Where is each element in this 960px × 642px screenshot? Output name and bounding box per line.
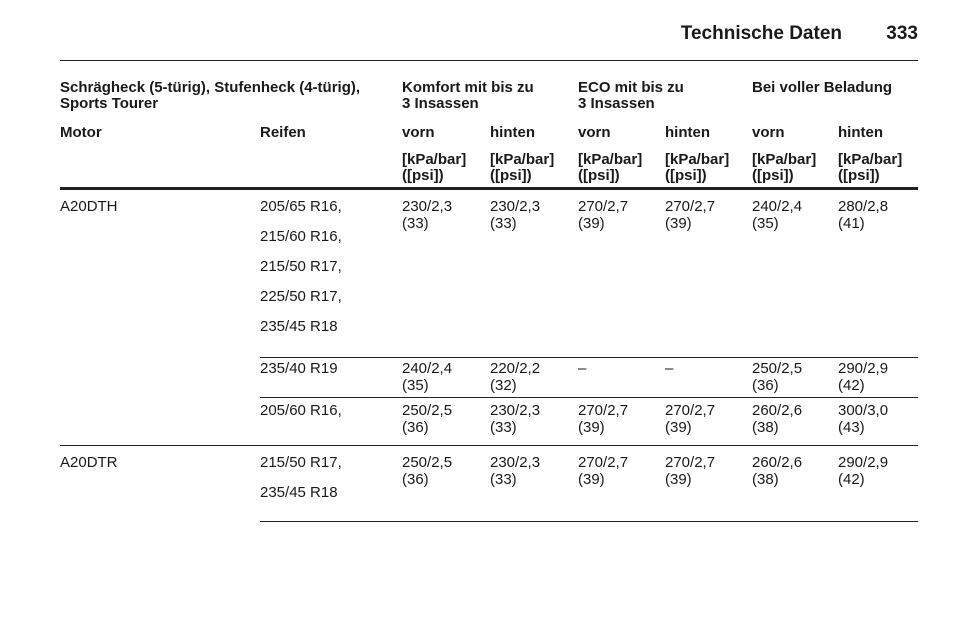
table-head-rule [60, 187, 918, 190]
pressure: 230/2,3 [490, 198, 541, 215]
pressure: 260/2,6 [752, 402, 803, 419]
pressure: 270/2,7 [578, 198, 629, 215]
pressure: (43) [838, 419, 865, 436]
header-title: Technische Daten [680, 23, 842, 44]
pressure: (39) [665, 419, 692, 436]
pressure: 250/2,5 [402, 402, 453, 419]
unit-header: ([psi]) [838, 167, 880, 184]
pressure: 290/2,9 [838, 360, 889, 377]
pressure: (39) [665, 215, 692, 232]
tire: 215/60 R16, [260, 228, 342, 245]
pressure: (32) [490, 377, 517, 394]
unit-header: ([psi]) [665, 167, 707, 184]
pressure: 270/2,7 [665, 454, 716, 471]
pressure: (33) [490, 215, 517, 232]
pressure: 290/2,9 [838, 454, 889, 471]
pressure: (36) [402, 419, 429, 436]
pressure: (39) [665, 471, 692, 488]
pressure: (39) [578, 471, 605, 488]
row-rule [260, 397, 918, 398]
unit-header: [kPa/bar] [578, 151, 643, 168]
pressure: (35) [752, 215, 779, 232]
pressure: 250/2,5 [402, 454, 453, 471]
column-header: Reifen [260, 124, 306, 141]
pressure: 270/2,7 [578, 454, 629, 471]
pressure: – [665, 360, 674, 377]
tire: 235/45 R18 [260, 484, 338, 501]
header-rule [60, 60, 918, 61]
pressure: 220/2,2 [490, 360, 541, 377]
row-rule [260, 521, 918, 522]
pressure: 230/2,3 [490, 454, 541, 471]
pressure: 270/2,7 [665, 402, 716, 419]
motor: A20DTR [60, 454, 118, 471]
tire: 235/45 R18 [260, 318, 338, 335]
unit-header: [kPa/bar] [402, 151, 467, 168]
group-header: Schrägheck (5-türig), Stufenheck (4-türi… [60, 79, 361, 96]
pressure: 230/2,3 [402, 198, 453, 215]
pressure: – [578, 360, 587, 377]
pressure: 240/2,4 [752, 198, 803, 215]
pressure: (38) [752, 419, 779, 436]
pressure: (39) [578, 215, 605, 232]
row-rule [60, 445, 918, 446]
pressure: (42) [838, 471, 865, 488]
group-header: Bei voller Beladung [752, 79, 893, 96]
page-number: 333 [886, 23, 918, 44]
pressure: 270/2,7 [578, 402, 629, 419]
tire: 235/40 R19 [260, 360, 338, 377]
column-header: hinten [838, 124, 883, 141]
tire: 205/65 R16, [260, 198, 342, 215]
unit-header: ([psi]) [402, 167, 444, 184]
column-header: vorn [578, 124, 611, 141]
group-header: Sports Tourer [60, 95, 159, 112]
tire: 215/50 R17, [260, 454, 342, 471]
column-header: vorn [402, 124, 435, 141]
column-header: vorn [752, 124, 785, 141]
unit-header: [kPa/bar] [490, 151, 555, 168]
motor: A20DTH [60, 198, 118, 215]
unit-header: ([psi]) [490, 167, 532, 184]
unit-header: [kPa/bar] [752, 151, 817, 168]
pressure: (42) [838, 377, 865, 394]
tire: 225/50 R17, [260, 288, 342, 305]
pressure: 260/2,6 [752, 454, 803, 471]
unit-header: [kPa/bar] [838, 151, 903, 168]
row-rule [260, 357, 918, 358]
pressure: 240/2,4 [402, 360, 453, 377]
pressure: (36) [752, 377, 779, 394]
pressure: (39) [578, 419, 605, 436]
unit-header: ([psi]) [578, 167, 620, 184]
unit-header: ([psi]) [752, 167, 794, 184]
column-header: hinten [665, 124, 710, 141]
pressure: (35) [402, 377, 429, 394]
group-header: 3 Insassen [578, 95, 655, 112]
tire: 215/50 R17, [260, 258, 342, 275]
pressure: (33) [402, 215, 429, 232]
pressure: (33) [490, 471, 517, 488]
group-header: Komfort mit bis zu [402, 79, 534, 96]
pressure: 230/2,3 [490, 402, 541, 419]
group-header: ECO mit bis zu [578, 79, 684, 96]
pressure: 300/3,0 [838, 402, 889, 419]
pressure: 280/2,8 [838, 198, 889, 215]
pressure: (38) [752, 471, 779, 488]
column-header: Motor [60, 124, 102, 141]
unit-header: [kPa/bar] [665, 151, 730, 168]
pressure: (36) [402, 471, 429, 488]
pressure: 250/2,5 [752, 360, 803, 377]
group-header: 3 Insassen [402, 95, 479, 112]
pressure: 270/2,7 [665, 198, 716, 215]
pressure: (33) [490, 419, 517, 436]
column-header: hinten [490, 124, 535, 141]
pressure: (41) [838, 215, 865, 232]
tire: 205/60 R16, [260, 402, 342, 419]
